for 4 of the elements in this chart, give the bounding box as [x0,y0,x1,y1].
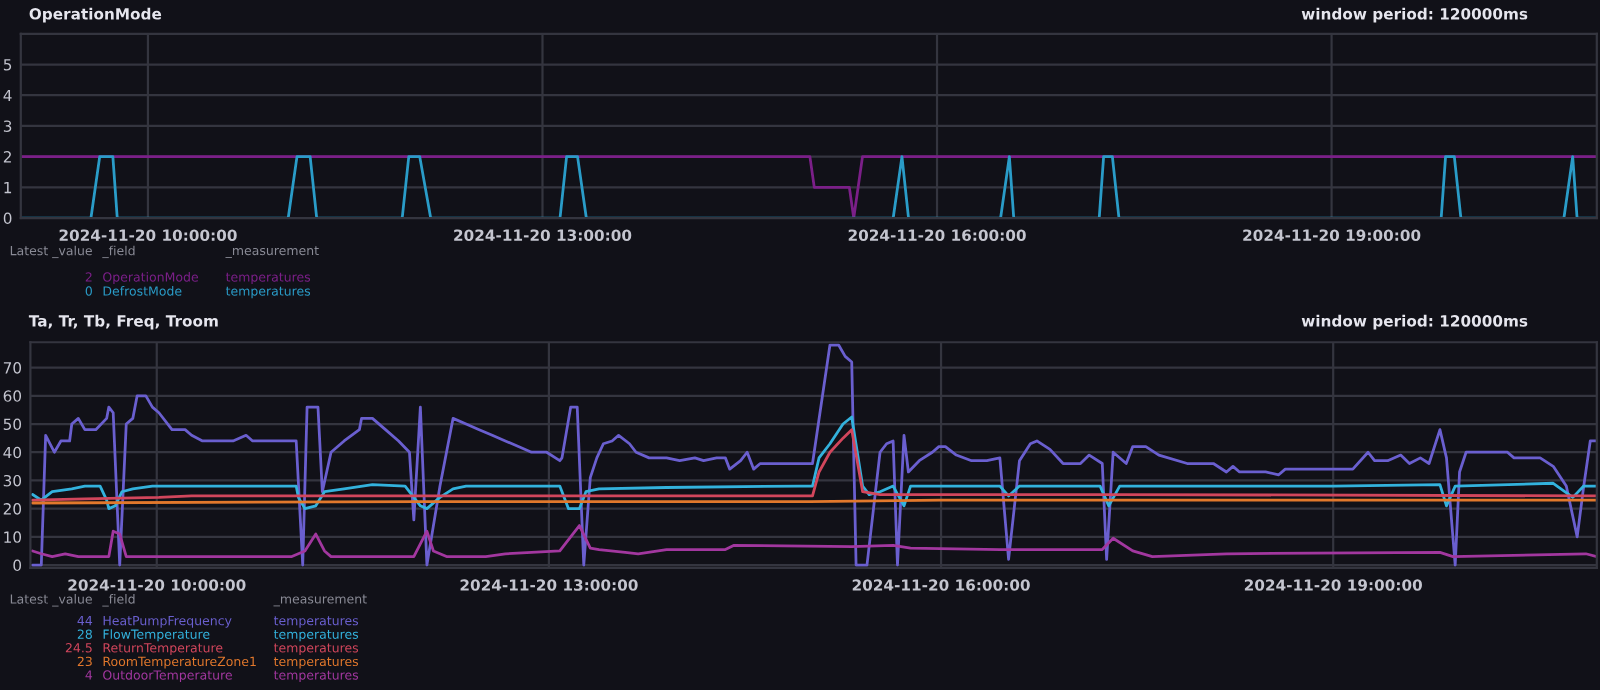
line-series [31,524,1597,558]
line-series [31,428,1597,502]
line-series [31,343,1597,567]
line-series [31,415,1597,511]
